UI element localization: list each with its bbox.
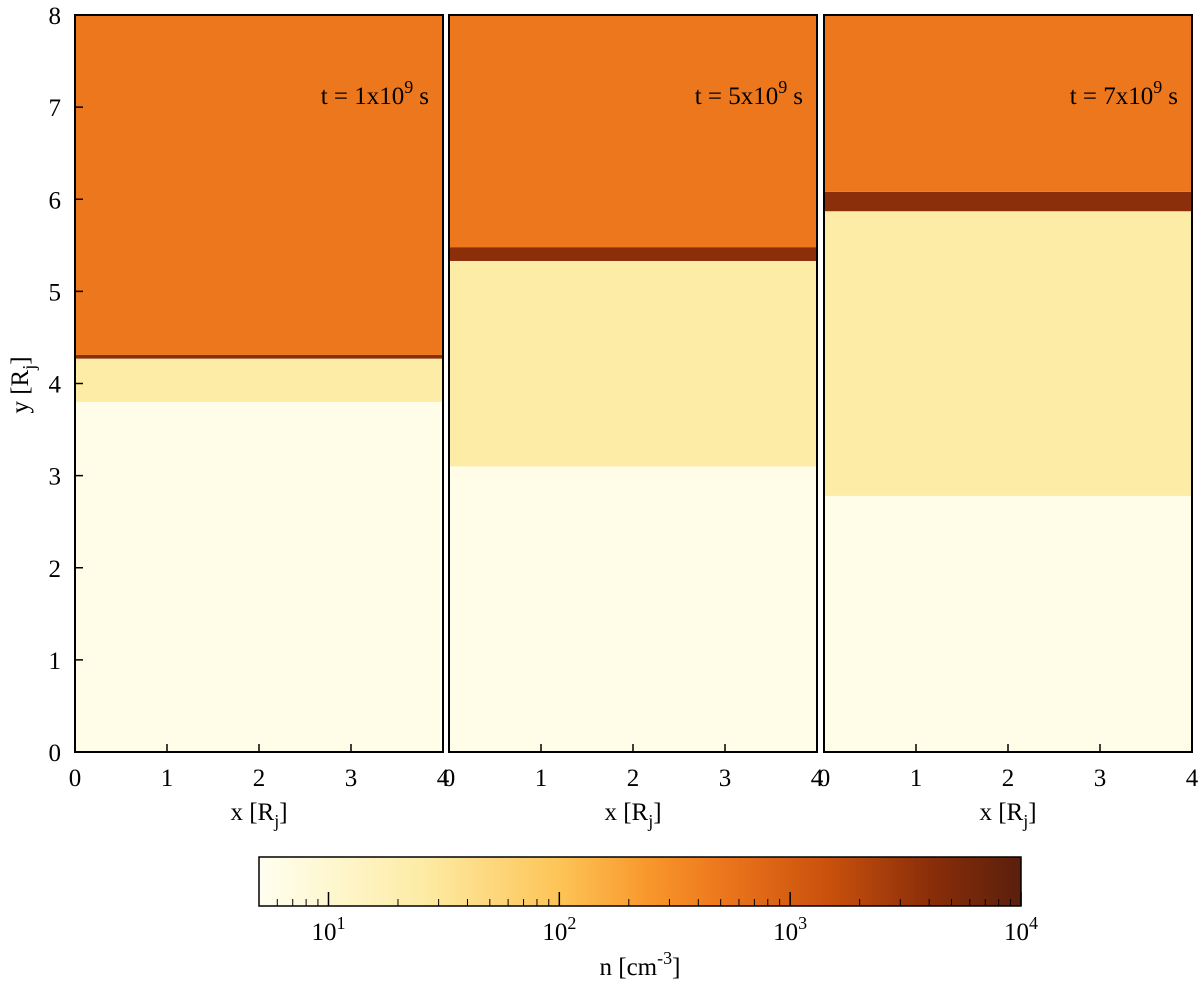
annotation-part: 9 — [1153, 77, 1162, 97]
x-tick-label: 2 — [253, 765, 266, 792]
colorbar-tick-label: 104 — [1004, 913, 1038, 946]
y-axis-label: y [Rj] — [7, 356, 39, 413]
colorbar-tick-label-part: 10 — [311, 919, 336, 946]
x-tick-label: 0 — [818, 765, 831, 792]
x-axis-label-part: x [R — [230, 799, 274, 826]
x-tick-label: 1 — [910, 765, 923, 792]
annotation-part: 9 — [778, 77, 787, 97]
x-tick-label: 1 — [161, 765, 174, 792]
density-layer — [449, 260, 817, 467]
density-layer — [824, 191, 1192, 212]
colorbar-tick-label: 102 — [542, 913, 576, 946]
annotation-part: t = 5x10 — [695, 83, 779, 110]
annotation-part: s — [1168, 83, 1178, 110]
x-axis-label-part: j — [273, 811, 279, 831]
colorbar-label-part: -3 — [657, 948, 672, 968]
density-layer — [75, 401, 443, 752]
density-layer — [824, 211, 1192, 496]
annotation-part: 9 — [404, 77, 413, 97]
density-layer — [824, 15, 1192, 192]
annotation-part: s — [419, 83, 429, 110]
colorbar-tick-label-part: 4 — [1029, 913, 1038, 933]
x-tick-label: 3 — [719, 765, 732, 792]
annotation: t = 1x109 s — [321, 77, 429, 110]
colorbar-tick-label: 103 — [773, 913, 807, 946]
density-layer — [75, 15, 443, 355]
annotation-part: t = 7x10 — [1070, 83, 1154, 110]
colorbar-tick-label-part: 3 — [798, 913, 807, 933]
density-layer — [75, 358, 443, 402]
x-tick-label: 0 — [443, 765, 456, 792]
y-axis-label-part: ] — [7, 356, 34, 364]
x-tick-label: 3 — [345, 765, 358, 792]
x-axis-label-part: j — [647, 811, 653, 831]
density-layer — [75, 354, 443, 359]
colorbar-tick-label-part: 10 — [542, 919, 567, 946]
density-layer — [449, 466, 817, 752]
colorbar-label-part: n [cm — [600, 954, 658, 981]
y-tick-label: 3 — [49, 464, 62, 491]
x-axis-label: x [Rj] — [604, 799, 661, 831]
y-tick-label: 0 — [49, 740, 62, 767]
x-tick-label: 4 — [1186, 765, 1199, 792]
y-tick-label: 7 — [49, 95, 62, 122]
y-tick-label: 4 — [49, 372, 62, 399]
colorbar-tick-label: 101 — [311, 913, 345, 946]
x-tick-label: 3 — [1094, 765, 1107, 792]
colorbar-tick-label-part: 1 — [336, 913, 345, 933]
colorbar-tick-label-part: 2 — [567, 913, 576, 933]
annotation: t = 5x109 s — [695, 77, 803, 110]
y-axis-label-part: y [R — [7, 369, 34, 413]
colorbar-label: n [cm-3] — [600, 948, 681, 981]
colorbar-tick-label-part: 10 — [773, 919, 798, 946]
colorbar-tick-label-part: 10 — [1004, 919, 1029, 946]
x-tick-label: 1 — [535, 765, 548, 792]
x-axis-label-part: ] — [279, 799, 287, 826]
x-tick-label: 4 — [437, 765, 450, 792]
colorbar-label-part: ] — [672, 954, 680, 981]
y-axis-label-part: j — [19, 365, 39, 371]
y-tick-label: 1 — [49, 648, 62, 675]
x-axis-label: x [Rj] — [230, 799, 287, 831]
y-tick-label: 6 — [49, 187, 62, 214]
y-tick-label: 8 — [49, 3, 62, 30]
x-axis-label-part: ] — [1028, 799, 1036, 826]
density-layer — [449, 15, 817, 248]
density-layer — [824, 495, 1192, 752]
x-axis-label-part: j — [1022, 811, 1028, 831]
x-axis-label-part: ] — [653, 799, 661, 826]
x-tick-label: 4 — [811, 765, 824, 792]
x-tick-label: 2 — [627, 765, 640, 792]
density-layer — [449, 247, 817, 261]
annotation: t = 7x109 s — [1070, 77, 1178, 110]
y-tick-label: 5 — [49, 279, 62, 306]
annotation-part: t = 1x10 — [321, 83, 405, 110]
x-tick-label: 0 — [69, 765, 82, 792]
x-tick-label: 2 — [1002, 765, 1015, 792]
x-axis-label: x [Rj] — [979, 799, 1036, 831]
x-axis-label-part: x [R — [604, 799, 648, 826]
annotation-part: s — [793, 83, 803, 110]
x-axis-label-part: x [R — [979, 799, 1023, 826]
colorbar — [258, 856, 1022, 907]
y-tick-label: 2 — [49, 556, 62, 583]
